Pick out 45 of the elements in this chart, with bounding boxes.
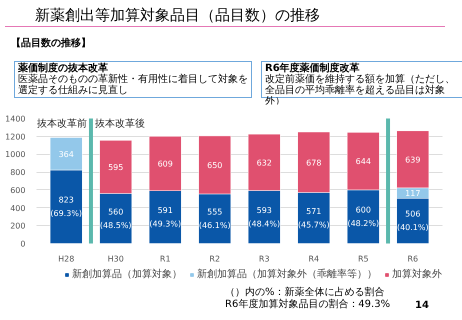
y-tick-label: 0: [20, 240, 26, 248]
annotation: 抜本改革後: [94, 118, 145, 130]
x-tick-label: R6: [407, 254, 418, 264]
legend-label: 加算対象外: [392, 268, 442, 281]
data-label: 639: [405, 155, 420, 164]
x-tick-label: R2: [209, 254, 220, 264]
y-tick-label: 800: [10, 168, 26, 178]
x-tick-label: R3: [258, 254, 270, 264]
y-tick-label: 1000: [5, 150, 26, 160]
x-tick-label: R5: [358, 254, 369, 264]
text: R6年度加算対象品目の割合：49.3%: [225, 299, 390, 310]
data-label: 593 (48.4%): [248, 206, 280, 228]
data-label: 560 (48.5%): [100, 207, 132, 230]
y-tick-label: 1400: [5, 114, 26, 124]
text: 薬価制度の抜本改革: [18, 63, 108, 74]
x-tick-label: R1: [160, 254, 171, 264]
data-label: 609: [158, 160, 173, 169]
x-tick-label: H30: [108, 254, 124, 264]
legend-label: 新創加算品（加算対象外（乖離率等））: [197, 268, 377, 281]
chart-subtitle: 【品目数の推移】: [11, 38, 91, 50]
data-label: 600 (48.2%): [347, 205, 380, 228]
data-label: 595: [108, 162, 124, 172]
data-label: 591 (49.3%): [149, 206, 182, 228]
legend-label: 新創加算品（加算対象）: [72, 268, 182, 281]
data-label: 506 (40.1%): [396, 210, 429, 232]
text: 14: [415, 299, 429, 313]
annotation: 抜本改革前: [37, 118, 87, 130]
data-label: 555 (46.1%): [198, 207, 231, 230]
data-label: 644: [356, 157, 371, 166]
y-tick-label: 1200: [5, 132, 26, 142]
data-label: 632: [256, 158, 272, 168]
data-label: 364: [58, 150, 74, 159]
chart-title: 新薬創出等加算対象品目（品目数）の推移: [35, 5, 320, 25]
text: （）内の%：新薬全体に占める割合: [225, 287, 385, 298]
data-label: 571 (45.7%): [298, 206, 330, 230]
x-tick-label: H28: [58, 254, 74, 264]
data-label: 678: [306, 158, 322, 168]
data-label: 117: [405, 189, 420, 198]
y-tick-label: 400: [10, 204, 26, 213]
y-tick-label: 200: [10, 222, 26, 231]
y-tick-label: 600: [10, 186, 26, 195]
data-label: 823 (69.3%): [50, 196, 82, 218]
data-label: 650: [207, 160, 222, 170]
text: R6年度薬価制度改革: [265, 63, 360, 74]
x-tick-label: R4: [308, 254, 320, 264]
